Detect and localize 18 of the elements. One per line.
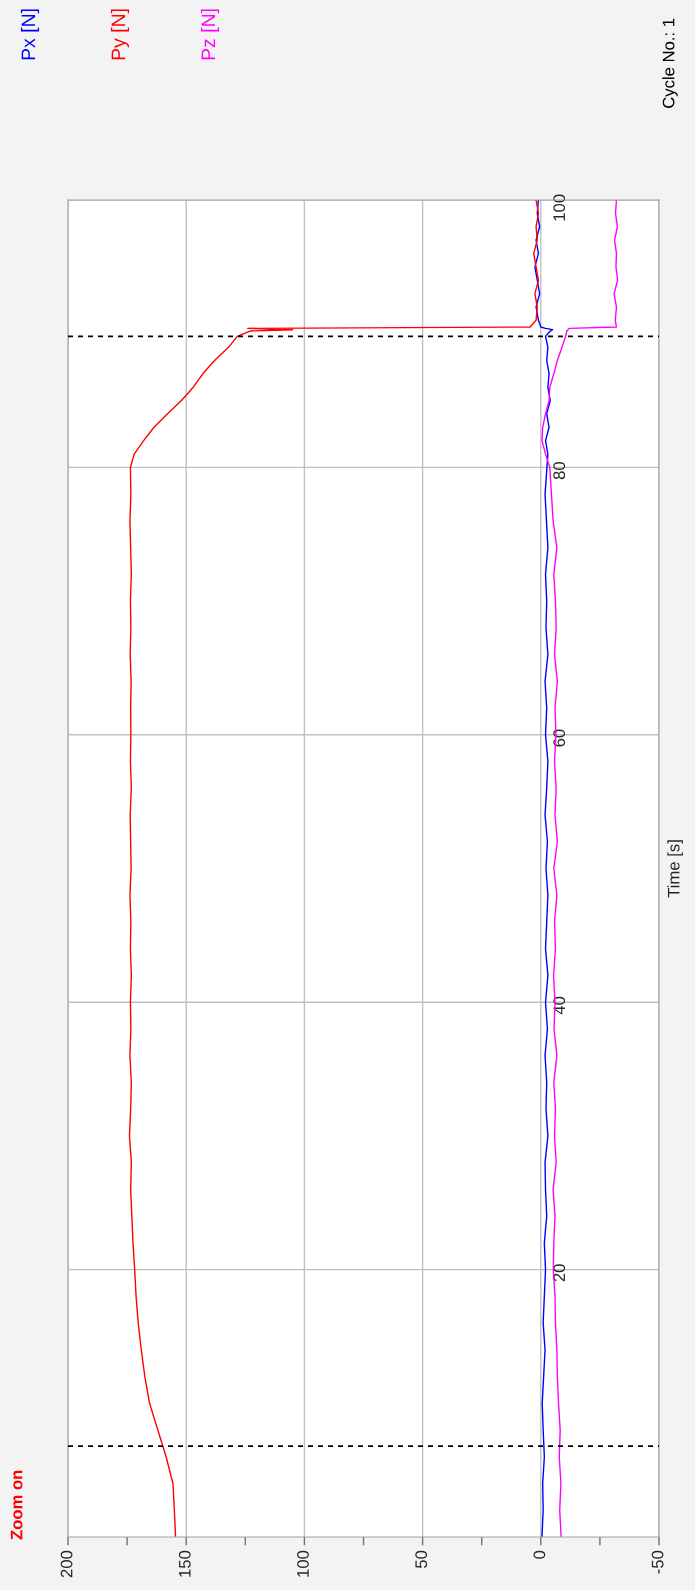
x-tick-label: 50 xyxy=(415,1550,428,1569)
y-tick-label: 20 xyxy=(553,1264,566,1282)
text: Zoom on xyxy=(10,1470,23,1540)
x-tick-label: -50 xyxy=(651,1550,664,1574)
line-series xyxy=(534,200,554,1537)
text: Px [N] xyxy=(20,9,40,60)
y-tick-label: 40 xyxy=(553,996,566,1015)
x-tick-label: 0 xyxy=(533,1550,546,1559)
text: Cycle No.: 1 xyxy=(662,18,678,108)
x-tick-label: 100 xyxy=(297,1550,309,1577)
x-tick-label: 200 xyxy=(60,1550,73,1578)
y-tick-label: 80 xyxy=(553,462,566,480)
text: Py [N] xyxy=(110,9,130,60)
y-tick-label: 100 xyxy=(553,194,566,221)
line-series xyxy=(128,200,540,1537)
text: Pz [N] xyxy=(200,9,220,60)
x-tick-label: 150 xyxy=(178,1550,191,1577)
y-axis-title: Time [s] xyxy=(667,840,683,898)
